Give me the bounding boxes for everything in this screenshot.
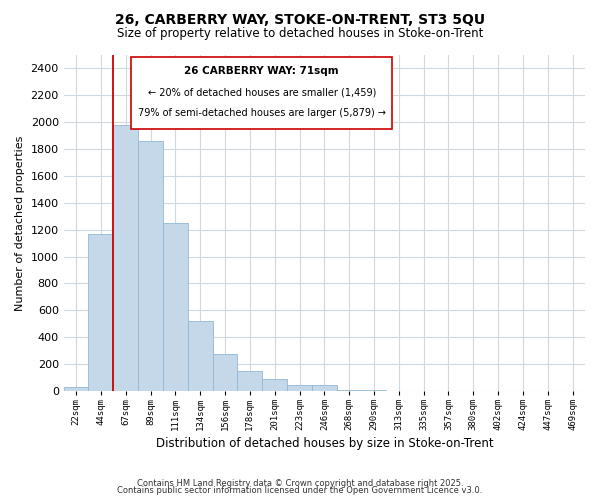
Bar bbox=[312, 386, 337, 391]
Bar bbox=[287, 385, 312, 391]
Bar bbox=[138, 141, 163, 391]
Bar bbox=[337, 390, 362, 391]
Bar bbox=[238, 370, 262, 391]
Bar bbox=[362, 390, 386, 391]
Bar bbox=[262, 380, 287, 391]
Text: Contains public sector information licensed under the Open Government Licence v3: Contains public sector information licen… bbox=[118, 486, 482, 495]
Text: 79% of semi-detached houses are larger (5,879) →: 79% of semi-detached houses are larger (… bbox=[138, 108, 386, 118]
Text: ← 20% of detached houses are smaller (1,459): ← 20% of detached houses are smaller (1,… bbox=[148, 88, 376, 98]
Bar bbox=[163, 223, 188, 391]
Bar bbox=[212, 354, 238, 391]
Bar bbox=[188, 321, 212, 391]
FancyBboxPatch shape bbox=[131, 56, 392, 129]
Text: 26, CARBERRY WAY, STOKE-ON-TRENT, ST3 5QU: 26, CARBERRY WAY, STOKE-ON-TRENT, ST3 5Q… bbox=[115, 12, 485, 26]
X-axis label: Distribution of detached houses by size in Stoke-on-Trent: Distribution of detached houses by size … bbox=[155, 437, 493, 450]
Text: Size of property relative to detached houses in Stoke-on-Trent: Size of property relative to detached ho… bbox=[117, 28, 483, 40]
Bar bbox=[113, 125, 138, 391]
Bar bbox=[88, 234, 113, 391]
Text: Contains HM Land Registry data © Crown copyright and database right 2025.: Contains HM Land Registry data © Crown c… bbox=[137, 478, 463, 488]
Text: 26 CARBERRY WAY: 71sqm: 26 CARBERRY WAY: 71sqm bbox=[184, 66, 339, 76]
Bar bbox=[64, 387, 88, 391]
Y-axis label: Number of detached properties: Number of detached properties bbox=[15, 135, 25, 310]
